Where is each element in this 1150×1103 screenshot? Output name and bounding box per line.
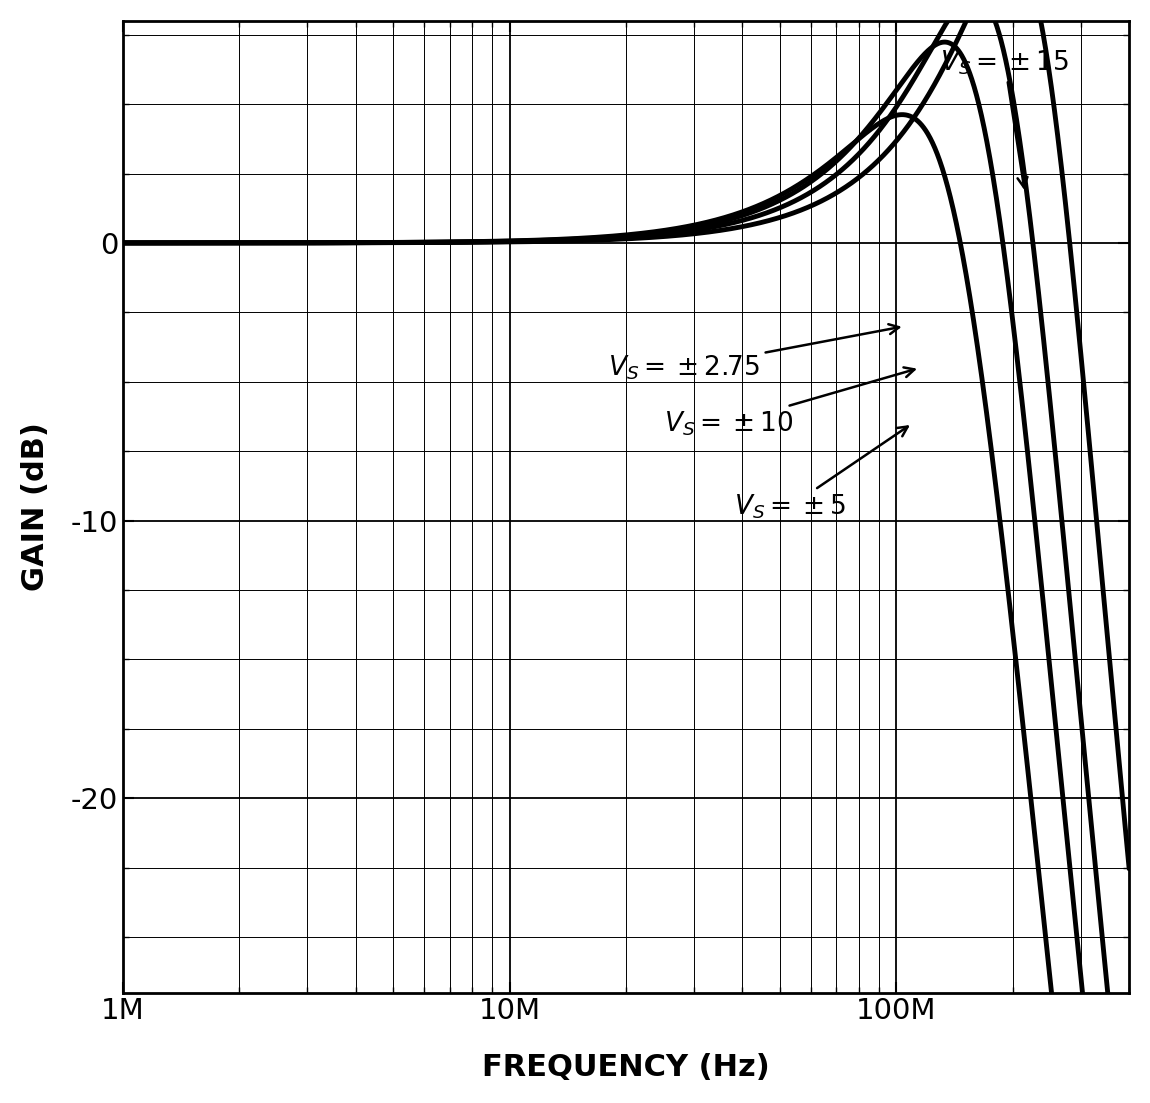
Text: $V_S = \pm 5$: $V_S = \pm 5$ bbox=[734, 427, 907, 521]
Text: $V_S = \pm 15$: $V_S = \pm 15$ bbox=[941, 49, 1070, 188]
Y-axis label: GAIN (dB): GAIN (dB) bbox=[21, 422, 49, 591]
Text: $V_S = \pm 2.75$: $V_S = \pm 2.75$ bbox=[608, 324, 899, 382]
X-axis label: FREQUENCY (Hz): FREQUENCY (Hz) bbox=[482, 1053, 769, 1082]
Text: $V_S = \pm 10$: $V_S = \pm 10$ bbox=[664, 367, 914, 438]
